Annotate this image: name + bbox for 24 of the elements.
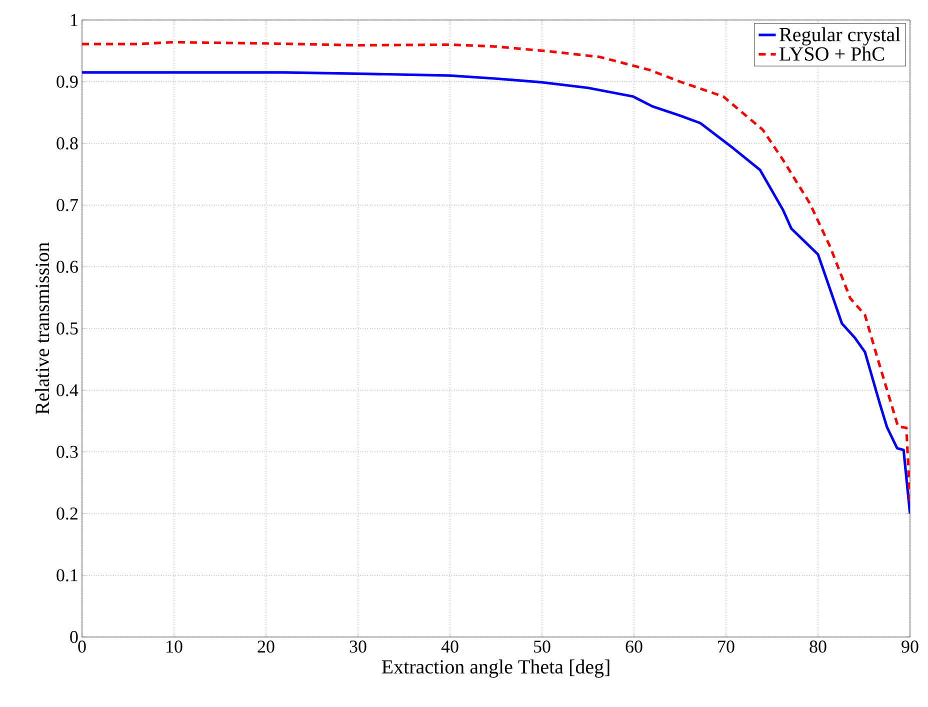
y-tick-label: 0.9 xyxy=(56,76,78,88)
y-tick-label: 0.7 xyxy=(56,198,78,212)
x-tick-label: 30 xyxy=(350,640,366,653)
x-tick-label: 80 xyxy=(810,640,826,653)
x-tick-label: 10 xyxy=(166,640,182,653)
x-axis-title: Extraction angle Theta [deg] xyxy=(382,660,610,678)
x-tick-label: 50 xyxy=(534,640,550,653)
legend-label: LYSO + PhC xyxy=(780,46,884,61)
x-tick-label: 60 xyxy=(626,640,642,653)
y-tick-label: 0.2 xyxy=(56,507,78,520)
y-axis-title: Relative transmission xyxy=(35,242,50,414)
y-tick-label: 0.5 xyxy=(56,322,78,335)
y-tick-label: 0.6 xyxy=(56,260,78,273)
x-tick-label: 20 xyxy=(258,640,274,653)
y-tick-label: 0.4 xyxy=(56,384,78,396)
legend-label: Regular crystal xyxy=(780,27,900,46)
y-tick-label: 0 xyxy=(70,630,78,644)
x-tick-label: 70 xyxy=(718,640,734,653)
y-tick-label: 1 xyxy=(71,14,78,26)
y-tick-label: 0.1 xyxy=(56,569,78,582)
y-tick-label: 0.3 xyxy=(56,446,78,458)
x-tick-label: 40 xyxy=(441,640,458,653)
x-tick-label: 90 xyxy=(902,640,918,653)
y-tick-label: 0.8 xyxy=(56,137,78,150)
